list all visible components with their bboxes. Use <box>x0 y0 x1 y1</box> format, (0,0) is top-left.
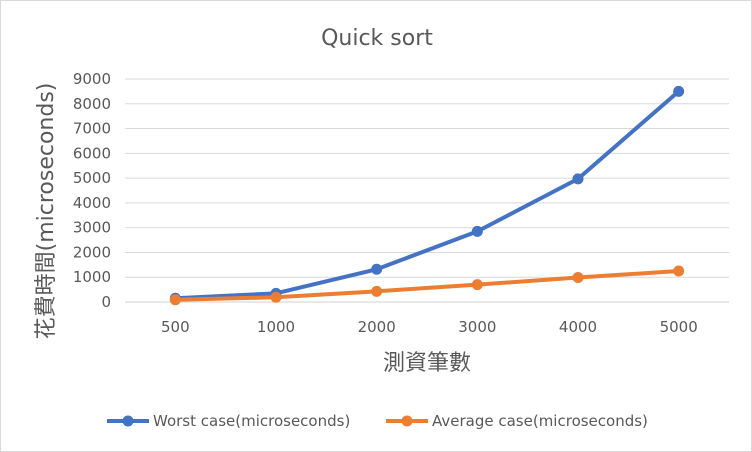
x-axis-title: 測資筆數 <box>383 351 471 376</box>
data-point <box>270 291 282 303</box>
y-axis-ticks: 0 1000 2000 3000 4000 5000 6000 7000 8000 9000 <box>73 70 111 311</box>
data-point <box>572 271 584 283</box>
y-tick-label: 1000 <box>73 268 111 286</box>
legend-label: Average case(microseconds) <box>432 412 648 430</box>
x-tick-label: 3000 <box>458 318 496 336</box>
y-tick-label: 3000 <box>73 219 111 237</box>
data-point <box>673 265 685 277</box>
y-tick-label: 5000 <box>73 169 111 187</box>
gridlines <box>125 78 729 303</box>
x-axis-ticks: 500 1000 2000 3000 4000 5000 <box>161 318 698 336</box>
y-tick-label: 2000 <box>73 243 111 261</box>
legend-item: Worst case(microseconds) <box>107 412 350 430</box>
x-tick-label: 5000 <box>660 318 698 336</box>
x-tick-label: 500 <box>161 318 190 336</box>
x-tick-label: 4000 <box>559 318 597 336</box>
y-tick-label: 8000 <box>73 95 111 113</box>
data-point <box>371 285 383 297</box>
legend-label: Worst case(microseconds) <box>153 412 350 430</box>
y-tick-label: 6000 <box>73 144 111 162</box>
series-2 <box>169 265 685 306</box>
data-point <box>471 279 483 291</box>
series-line <box>173 89 681 301</box>
legend-item: Average case(microseconds) <box>386 412 648 430</box>
data-point <box>371 263 383 275</box>
legend: Worst case(microseconds) Average case(mic… <box>107 412 648 430</box>
data-point <box>572 173 584 185</box>
y-tick-label: 0 <box>101 293 111 311</box>
y-tick-label: 9000 <box>73 70 111 88</box>
data-point <box>471 225 483 237</box>
series-line <box>173 269 681 302</box>
y-tick-label: 4000 <box>73 194 111 212</box>
y-axis-title: 花費時間(microseconds) <box>34 83 59 340</box>
y-tick-label: 7000 <box>73 120 111 138</box>
series-1 <box>169 85 685 304</box>
legend-swatch-marker <box>122 415 134 427</box>
chart-title: Quick sort <box>321 26 433 51</box>
x-tick-label: 1000 <box>257 318 295 336</box>
data-point <box>673 85 685 97</box>
x-tick-label: 2000 <box>358 318 396 336</box>
data-point <box>169 294 181 306</box>
legend-swatch-marker <box>401 415 413 427</box>
series-lines <box>169 85 685 306</box>
